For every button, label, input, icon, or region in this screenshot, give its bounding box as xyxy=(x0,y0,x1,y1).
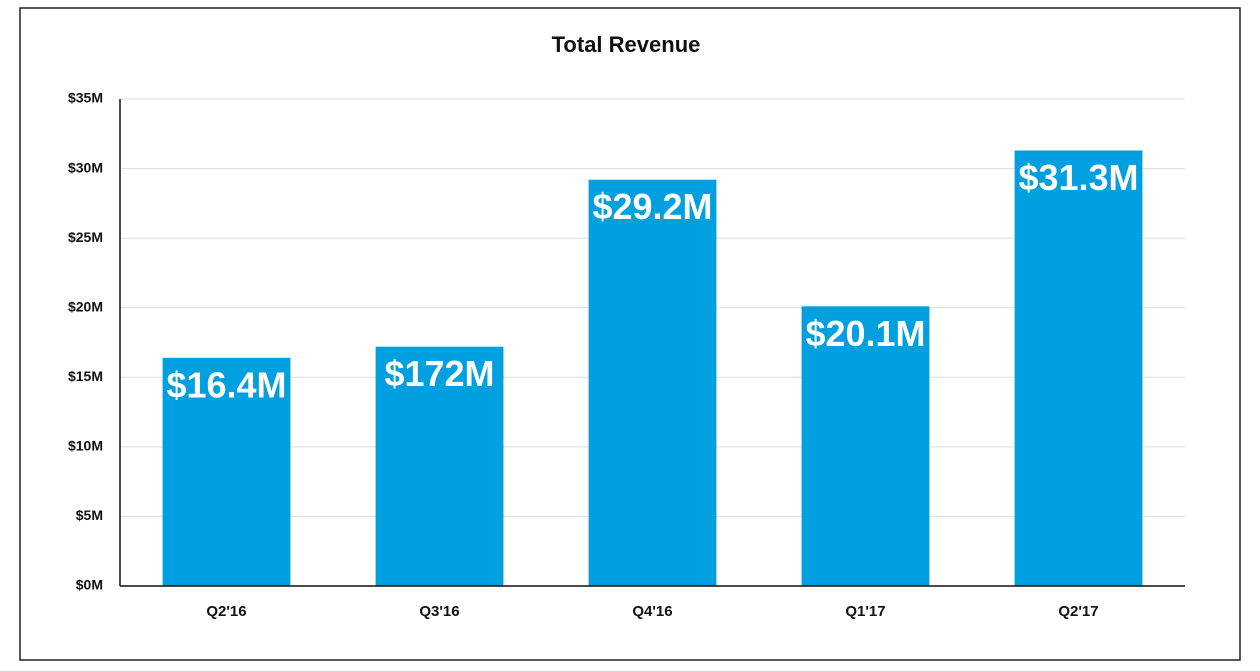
x-tick-label: Q2'17 xyxy=(1058,603,1098,620)
bar xyxy=(588,179,717,586)
y-tick-label: $10M xyxy=(68,438,103,454)
y-tick-label: $15M xyxy=(68,368,103,384)
y-tick-label: $35M xyxy=(68,90,103,106)
x-tick-label: Q1'17 xyxy=(845,603,885,620)
data-label: $172M xyxy=(384,353,494,394)
y-tick-label: $20M xyxy=(68,298,103,314)
bar xyxy=(375,346,504,586)
bar xyxy=(1014,150,1143,587)
x-tick-label: Q2'16 xyxy=(206,603,246,620)
chart-title: Total Revenue xyxy=(552,32,701,57)
data-label: $16.4M xyxy=(166,364,286,405)
bar xyxy=(162,357,291,586)
y-tick-label: $25M xyxy=(68,229,103,245)
data-label: $20.1M xyxy=(805,313,925,354)
y-tick-label: $5M xyxy=(76,507,103,523)
data-label: $29.2M xyxy=(592,186,712,227)
bar xyxy=(801,306,930,586)
x-tick-label: Q4'16 xyxy=(632,603,672,620)
y-tick-label: $30M xyxy=(68,159,103,175)
x-tick-label: Q3'16 xyxy=(419,603,459,620)
y-tick-label: $0M xyxy=(76,577,103,593)
data-label: $31.3M xyxy=(1018,157,1138,198)
